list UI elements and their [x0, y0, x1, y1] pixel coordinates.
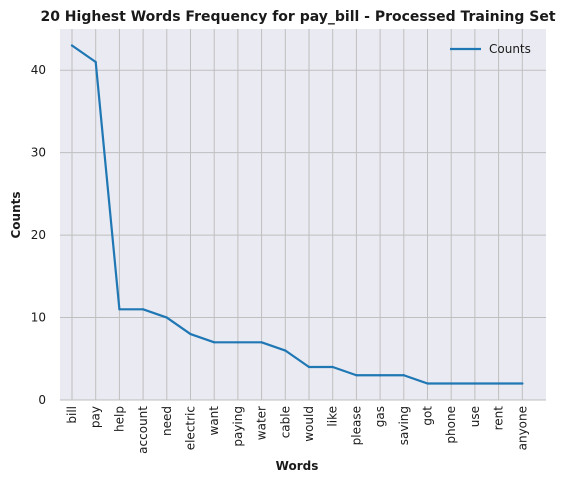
data-point-like — [331, 365, 334, 369]
y-tick-label: 20 — [31, 228, 46, 242]
data-point-cable — [284, 349, 287, 352]
y-axis-label: Counts — [9, 191, 23, 238]
y-tick-label: 30 — [31, 146, 46, 160]
data-point-want — [213, 341, 216, 344]
data-point-anyone — [521, 382, 524, 385]
data-point-phone — [450, 382, 453, 385]
x-tick-label: account — [136, 406, 150, 454]
x-tick-label: bill — [65, 406, 79, 424]
legend-label-counts: Counts — [489, 42, 531, 56]
x-tick-label: electric — [184, 406, 198, 450]
series-line-counts — [70, 44, 524, 385]
x-tick-label: pay — [89, 406, 103, 428]
series-points — [70, 44, 524, 385]
data-point-use — [473, 382, 476, 385]
x-tick-label: like — [326, 406, 340, 427]
data-point-help — [118, 308, 121, 311]
data-point-account — [142, 308, 145, 311]
x-tick-label: saving — [397, 406, 411, 445]
x-tick-labels: bill pay help account need electric want paying… — [65, 406, 529, 454]
data-point-saving — [402, 374, 405, 377]
x-tick-label: anyone — [515, 406, 529, 450]
data-point-paying — [236, 341, 239, 344]
legend: Counts — [450, 42, 531, 56]
x-tick-label: want — [207, 406, 221, 436]
vertical-grid — [71, 29, 523, 400]
data-point-water — [260, 341, 263, 344]
data-point-gas — [379, 374, 382, 377]
data-point-got — [426, 382, 429, 385]
data-point-pay — [94, 60, 97, 64]
x-tick-label: rent — [492, 406, 506, 431]
y-tick-label: 10 — [31, 311, 46, 325]
x-tick-label: got — [421, 406, 435, 426]
y-tick-labels: 0 10 20 30 40 — [31, 63, 46, 407]
y-tick-label: 40 — [31, 63, 46, 77]
data-point-please — [355, 374, 358, 377]
x-axis-label: Words — [276, 459, 319, 473]
x-tick-label: phone — [444, 406, 458, 444]
data-point-electric — [189, 332, 192, 336]
x-tick-label: would — [302, 406, 316, 442]
chart-title: 20 Highest Words Frequency for pay_bill … — [40, 9, 555, 25]
x-tick-label: water — [255, 406, 269, 440]
data-point-would — [307, 365, 311, 369]
data-point-need — [165, 316, 168, 319]
x-tick-label: please — [349, 406, 363, 445]
plot-background — [60, 29, 546, 400]
x-tick-label: cable — [278, 406, 292, 438]
x-tick-label: gas — [373, 406, 387, 427]
x-tick-label: help — [112, 406, 126, 432]
x-tick-label: need — [160, 406, 174, 436]
x-tick-label: use — [468, 406, 482, 427]
data-point-rent — [497, 382, 500, 385]
x-tick-label: paying — [231, 406, 245, 447]
data-point-bill — [70, 44, 74, 47]
y-tick-label: 0 — [38, 393, 46, 407]
horizontal-grid — [60, 69, 546, 401]
